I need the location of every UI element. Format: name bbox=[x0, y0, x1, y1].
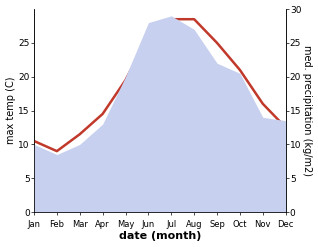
X-axis label: date (month): date (month) bbox=[119, 231, 201, 242]
Y-axis label: med. precipitation (kg/m2): med. precipitation (kg/m2) bbox=[302, 45, 313, 176]
Y-axis label: max temp (C): max temp (C) bbox=[5, 77, 16, 144]
